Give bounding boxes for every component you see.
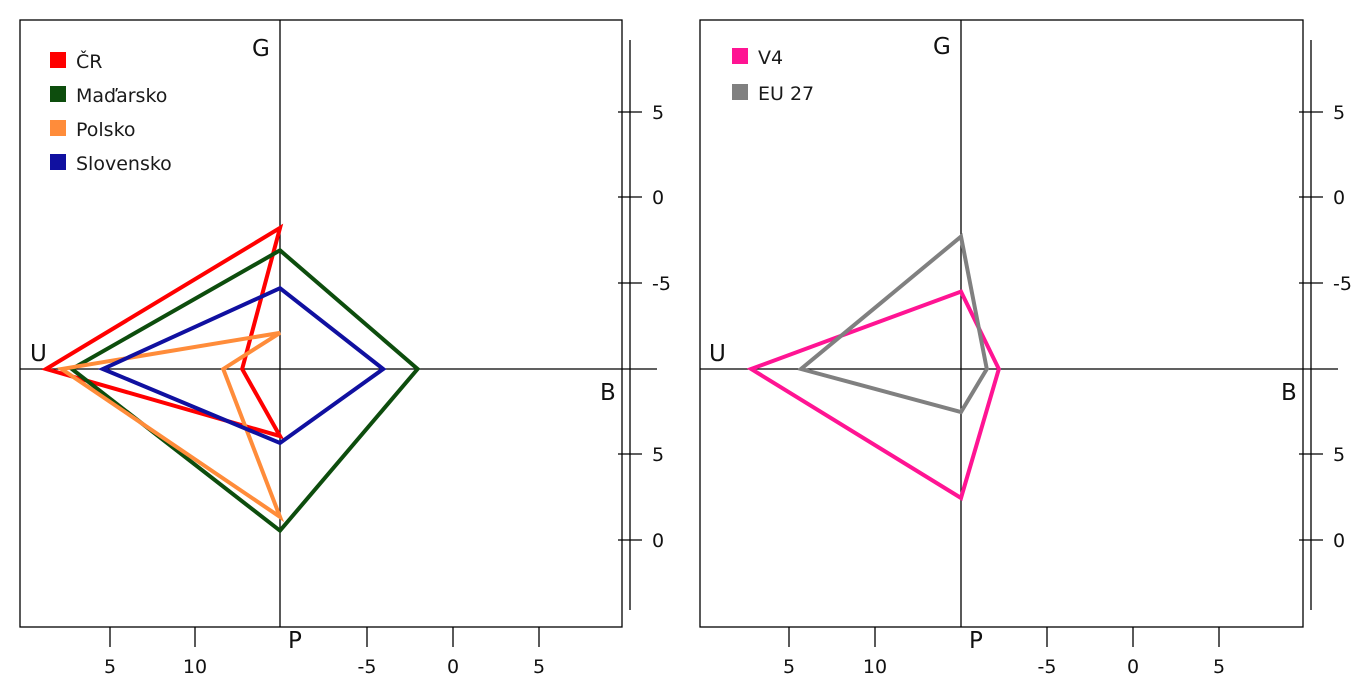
right-tick-label: 0 (652, 530, 664, 552)
right-tick-label: 0 (652, 187, 664, 209)
right-tick-label: 0 (1333, 530, 1345, 552)
plot-frame (19, 19, 623, 628)
bottom-tick-label: -5 (358, 656, 377, 677)
series-polygon-eu-27 (796, 232, 989, 415)
axis-label-b: B (1281, 380, 1297, 406)
bottom-tick-label: 5 (104, 656, 116, 677)
bottom-tick-label: 0 (1127, 656, 1139, 677)
right-tick-label: 5 (1333, 102, 1345, 124)
axis-label-g: G (933, 34, 951, 60)
bottom-tick-label: 10 (183, 656, 207, 677)
legend-label: V4 (758, 47, 783, 69)
legend-swatch (50, 154, 66, 170)
bottom-tick-label: 5 (783, 656, 795, 677)
series-polygon-v4 (746, 289, 1001, 502)
right-tick-label: -5 (652, 273, 671, 295)
series-polygon-maďarsko (68, 247, 421, 534)
series-polygon-čr (41, 223, 285, 440)
series-polygon-slovensko (97, 285, 387, 446)
legend-swatch (50, 86, 66, 102)
axis-label-u: U (709, 341, 726, 367)
axis-label-u: U (30, 341, 47, 367)
bottom-tick-label: -5 (1038, 656, 1057, 677)
legend-label: Polsko (76, 119, 136, 141)
right-tick-label: 0 (1333, 187, 1345, 209)
axis-label-p: P (969, 628, 983, 654)
bottom-tick-label: 10 (863, 656, 887, 677)
chart-left: G P U B 5 10 -5 0 5 5 0 -5 5 0 ČR Maďarsko Polsko Slovens… (19, 19, 671, 677)
axis-label-g: G (252, 36, 270, 62)
bottom-tick-label: 0 (447, 656, 459, 677)
legend-label: Slovensko (76, 153, 172, 175)
right-tick-label: 5 (652, 102, 664, 124)
right-tick-label: 5 (652, 444, 664, 466)
plot-frame (699, 19, 1304, 628)
legend-swatch (50, 52, 66, 68)
axis-label-p: P (288, 628, 302, 654)
right-tick-label: -5 (1333, 273, 1352, 295)
axis-label-b: B (600, 380, 616, 406)
chart-right: G P U B 5 10 -5 0 5 5 0 -5 5 0 V4 EU 27 (699, 19, 1352, 677)
bottom-tick-label: 5 (1213, 656, 1225, 677)
legend-label: EU 27 (758, 83, 814, 105)
series-polygon-polsko (56, 330, 285, 523)
right-tick-label: 5 (1333, 444, 1345, 466)
bottom-tick-label: 5 (533, 656, 545, 677)
legend-swatch (50, 120, 66, 136)
legend-label: Maďarsko (76, 85, 167, 107)
legend-swatch (732, 84, 748, 100)
legend-label: ČR (76, 49, 102, 73)
legend-swatch (732, 48, 748, 64)
